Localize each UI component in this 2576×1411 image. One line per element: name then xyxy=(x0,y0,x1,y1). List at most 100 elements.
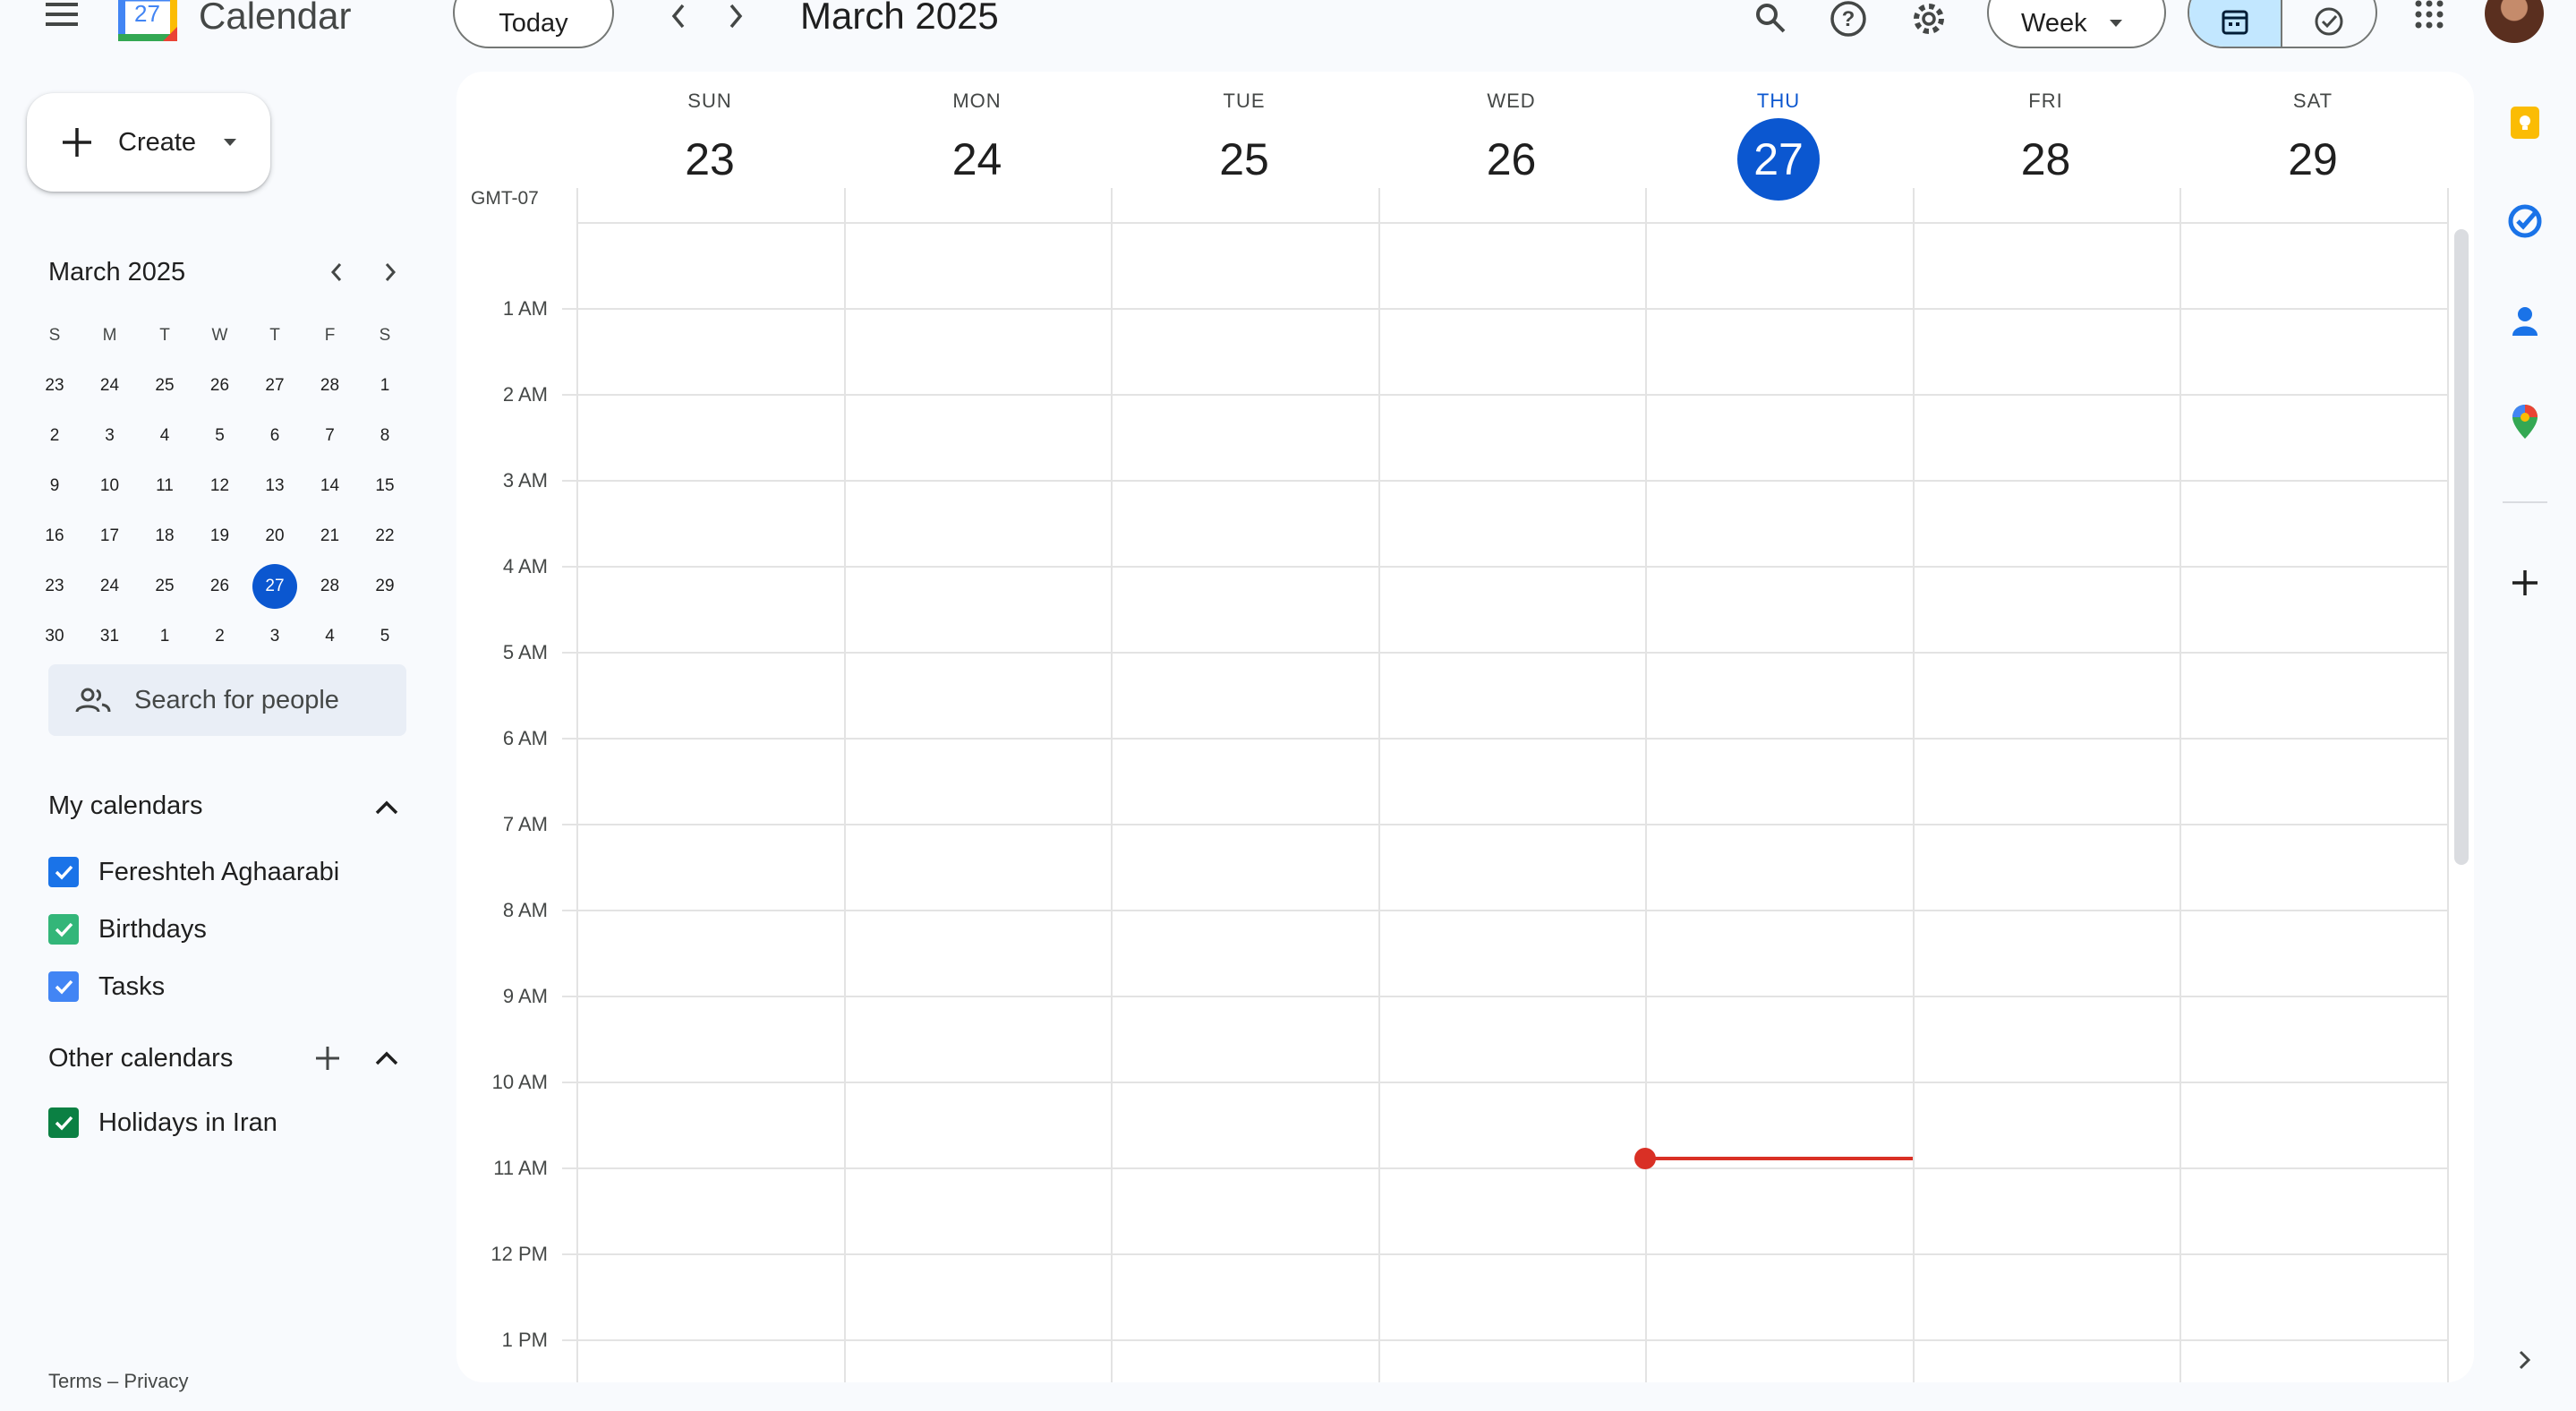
mini-day[interactable]: 5 xyxy=(215,426,225,445)
mini-day[interactable]: 20 xyxy=(265,526,285,545)
collapse-my-calendars-icon[interactable] xyxy=(371,791,403,824)
view-selector[interactable]: Week xyxy=(1987,0,2166,48)
keep-icon[interactable] xyxy=(2504,102,2546,143)
contacts-icon[interactable] xyxy=(2504,301,2546,342)
mini-day[interactable]: 8 xyxy=(380,426,390,445)
mini-day[interactable]: 1 xyxy=(380,376,390,395)
mini-day[interactable]: 1 xyxy=(159,627,170,646)
calendar-logo[interactable]: 27 xyxy=(116,0,179,43)
expand-side-panel-icon[interactable] xyxy=(2504,1339,2546,1381)
collapse-other-calendars-icon[interactable] xyxy=(371,1042,403,1074)
mini-day[interactable]: 27 xyxy=(265,376,285,395)
mini-day[interactable]: 26 xyxy=(209,376,230,395)
mini-day[interactable]: 14 xyxy=(320,476,340,495)
mini-day[interactable]: 30 xyxy=(45,627,64,646)
mini-day[interactable]: 13 xyxy=(265,476,285,495)
mini-day[interactable]: 23 xyxy=(45,376,64,395)
apps-grid-icon[interactable] xyxy=(2411,0,2447,32)
mini-day[interactable]: 3 xyxy=(269,627,280,646)
mini-day[interactable]: 18 xyxy=(155,526,175,545)
add-addon-icon[interactable] xyxy=(2504,562,2546,603)
mini-day[interactable]: 4 xyxy=(325,627,335,646)
mini-next-month-icon[interactable] xyxy=(376,258,405,286)
mini-weekday-head: S xyxy=(48,326,61,345)
previous-week-icon[interactable] xyxy=(662,0,695,32)
day-column-header[interactable]: FRI 28 xyxy=(1913,72,2179,201)
mini-day[interactable]: 2 xyxy=(215,627,225,646)
mini-day[interactable]: 23 xyxy=(45,577,64,595)
mini-day[interactable]: 15 xyxy=(375,476,395,495)
mini-prev-month-icon[interactable] xyxy=(322,258,351,286)
mini-day[interactable]: 9 xyxy=(49,476,60,495)
privacy-link[interactable]: Privacy xyxy=(124,1370,189,1392)
day-column-header[interactable]: WED 26 xyxy=(1378,72,1645,201)
day-column-header[interactable]: SUN 23 xyxy=(576,72,843,201)
checkbox-checked-icon[interactable] xyxy=(48,971,79,1002)
my-calendars-title[interactable]: My calendars xyxy=(48,791,203,820)
calendar-item[interactable]: Tasks xyxy=(48,969,165,1005)
search-people-field[interactable]: Search for people xyxy=(48,664,406,736)
mini-day[interactable]: 21 xyxy=(320,526,340,545)
today-button[interactable]: Today xyxy=(453,0,614,48)
mini-day[interactable]: 10 xyxy=(99,476,120,495)
day-of-week-label: THU xyxy=(1756,90,1801,112)
day-number[interactable]: 28 xyxy=(2020,134,2071,184)
mini-day[interactable]: 25 xyxy=(155,577,175,595)
mini-day[interactable]: 24 xyxy=(99,376,120,395)
mini-day[interactable]: 5 xyxy=(380,627,390,646)
mini-day[interactable]: 28 xyxy=(320,577,340,595)
calendar-item[interactable]: Holidays in Iran xyxy=(48,1105,277,1141)
mini-day[interactable]: 28 xyxy=(320,376,340,395)
mini-day[interactable]: 25 xyxy=(155,376,175,395)
mini-day[interactable]: 17 xyxy=(99,526,120,545)
mini-day[interactable]: 27 xyxy=(252,564,297,609)
mini-day[interactable]: 24 xyxy=(99,577,120,595)
tasks-icon[interactable] xyxy=(2504,201,2546,242)
other-calendars-title[interactable]: Other calendars xyxy=(48,1044,234,1073)
day-number[interactable]: 25 xyxy=(1219,134,1269,184)
mini-day[interactable]: 4 xyxy=(159,426,170,445)
tasks-view-toggle[interactable] xyxy=(2282,0,2376,47)
main-menu-icon[interactable] xyxy=(39,0,84,32)
mini-day[interactable]: 22 xyxy=(375,526,395,545)
day-number[interactable]: 27 xyxy=(1737,118,1820,201)
day-column-header[interactable]: SAT 29 xyxy=(2179,72,2446,201)
mini-day[interactable]: 12 xyxy=(209,476,230,495)
mini-day[interactable]: 3 xyxy=(105,426,115,445)
day-number[interactable]: 29 xyxy=(2288,134,2338,184)
maps-icon[interactable] xyxy=(2504,401,2546,442)
day-column-divider xyxy=(576,188,578,1382)
mini-day[interactable]: 2 xyxy=(49,426,60,445)
help-icon[interactable]: ? xyxy=(1828,0,1869,38)
mini-day[interactable]: 11 xyxy=(156,476,174,495)
mini-day[interactable]: 19 xyxy=(209,526,230,545)
settings-gear-icon[interactable] xyxy=(1908,0,1949,38)
calendar-view-toggle[interactable] xyxy=(2189,0,2282,47)
mini-day[interactable]: 29 xyxy=(375,577,395,595)
avatar[interactable] xyxy=(2485,0,2544,43)
search-icon[interactable] xyxy=(1751,0,1790,36)
vertical-scrollbar[interactable] xyxy=(2454,229,2469,865)
day-number[interactable]: 26 xyxy=(1486,134,1537,184)
add-other-calendar-icon[interactable] xyxy=(311,1042,344,1074)
calendar-item[interactable]: Fereshteh Aghaarabi xyxy=(48,854,339,890)
mini-day[interactable]: 7 xyxy=(325,426,335,445)
terms-link[interactable]: Terms xyxy=(48,1370,102,1392)
create-button[interactable]: Create xyxy=(27,93,270,192)
day-number[interactable]: 24 xyxy=(951,134,1002,184)
mini-day[interactable]: 16 xyxy=(45,526,64,545)
checkbox-checked-icon[interactable] xyxy=(48,857,79,887)
mini-day[interactable]: 6 xyxy=(269,426,280,445)
day-column-header[interactable]: MON 24 xyxy=(844,72,1111,201)
calendar-tasks-toggle[interactable] xyxy=(2188,0,2377,48)
checkbox-checked-icon[interactable] xyxy=(48,1107,79,1138)
day-column-header[interactable]: THU 27 xyxy=(1645,72,1912,201)
mini-day[interactable]: 26 xyxy=(209,577,230,595)
next-week-icon[interactable] xyxy=(720,0,752,32)
checkbox-checked-icon[interactable] xyxy=(48,914,79,945)
day-column-header[interactable]: TUE 25 xyxy=(1111,72,1378,201)
mini-day[interactable]: 31 xyxy=(99,627,120,646)
hour-gridline xyxy=(562,480,2447,482)
day-number[interactable]: 23 xyxy=(685,134,735,184)
calendar-item[interactable]: Birthdays xyxy=(48,911,207,947)
